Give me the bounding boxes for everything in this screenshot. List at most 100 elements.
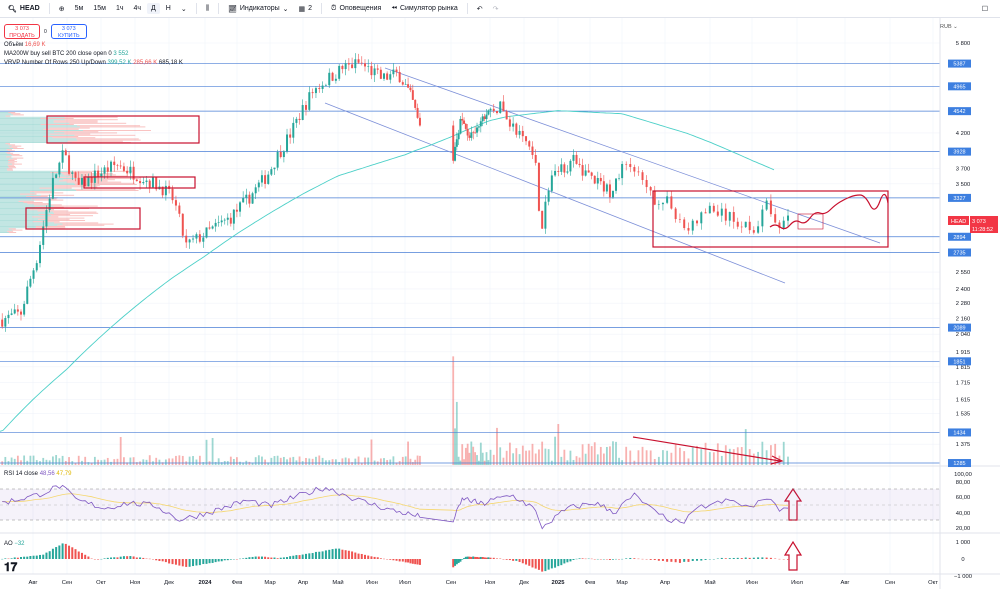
forecast-path[interactable] xyxy=(769,193,889,230)
volume-bar xyxy=(106,457,109,465)
profile-bar-down xyxy=(38,214,71,215)
undo-button[interactable]: ↶ xyxy=(473,3,487,15)
currency-selector[interactable]: RUB ⌄ xyxy=(940,24,958,30)
ao-bar xyxy=(161,559,164,562)
compare-button[interactable]: ⊕ xyxy=(55,3,69,15)
volume-bar xyxy=(700,449,703,465)
candle-body xyxy=(621,163,624,179)
ao-bar xyxy=(45,552,48,559)
legend-vrvp[interactable]: VRVP Number Of Rows 250 Up/Down 399,52 K… xyxy=(4,60,183,66)
volume-bar xyxy=(596,454,599,465)
vrvp-up: 399,52 K xyxy=(107,60,132,66)
ao-legend[interactable]: AO −32 xyxy=(4,541,25,547)
candle-body xyxy=(618,178,621,179)
volume-bar xyxy=(239,461,241,465)
ao-up-arrow[interactable] xyxy=(783,540,803,571)
profile-bar-up xyxy=(0,224,58,226)
rectangle-range[interactable] xyxy=(652,190,889,248)
ao-bar xyxy=(728,558,731,559)
interval-15m[interactable]: 15м xyxy=(93,5,106,12)
rectangle-vp-low[interactable] xyxy=(25,207,141,230)
ao-bar xyxy=(720,557,723,559)
time-axis-label: Июн xyxy=(746,580,758,586)
interval-5m[interactable]: 5м xyxy=(74,5,84,12)
profile-bar-down xyxy=(13,114,24,116)
volume-bar xyxy=(23,455,26,465)
chart-type-button[interactable]: ⫼ xyxy=(202,3,213,15)
profile-bar-up xyxy=(0,227,36,229)
channel-lower-line[interactable] xyxy=(324,102,786,284)
indicators-button[interactable]: 📈︎ Индикаторы ⌄ xyxy=(224,3,293,15)
candle-body xyxy=(495,111,498,114)
volume-trend-arrow[interactable] xyxy=(632,436,781,462)
volume-bar xyxy=(637,450,640,465)
candle-body xyxy=(629,164,632,168)
rectangle-vp-top[interactable] xyxy=(46,115,200,144)
vrvp-down: 285,66 K xyxy=(133,60,158,66)
profile-bar-down xyxy=(8,150,15,152)
ao-bar xyxy=(508,559,511,561)
profile-bar-down xyxy=(32,216,59,218)
ao-bar xyxy=(505,559,508,560)
ao-bar xyxy=(80,552,83,559)
interval-4h[interactable]: 4ч xyxy=(133,5,142,12)
buy-button[interactable]: 3 073 КУПИТЬ xyxy=(50,24,87,39)
profile-bar-down xyxy=(13,148,24,149)
interval-week[interactable]: Н xyxy=(165,5,171,12)
volume-bar xyxy=(455,401,458,465)
profile-bar-down xyxy=(7,152,14,154)
ao-bar xyxy=(23,556,26,559)
candle-body xyxy=(311,92,314,94)
profile-bar-up xyxy=(0,212,54,214)
interval-1h[interactable]: 1ч xyxy=(115,5,124,12)
ao-bar xyxy=(481,557,484,559)
layouts-button[interactable]: ▦ 2 xyxy=(295,3,317,15)
volume-bar xyxy=(770,445,772,465)
alerts-button[interactable]: ⏰︎ Оповещения xyxy=(327,3,385,15)
candle-body xyxy=(732,212,735,222)
candle-body xyxy=(691,220,694,231)
volume-bar xyxy=(251,462,254,465)
volume-bar xyxy=(248,461,251,465)
rectangle-drawings[interactable] xyxy=(25,115,889,571)
channel-upper-line[interactable] xyxy=(384,67,881,244)
profile-bar-up xyxy=(0,181,67,183)
ao-bar xyxy=(740,558,743,559)
fullscreen-button[interactable]: ☐ xyxy=(978,3,992,15)
ao-bar xyxy=(16,557,19,559)
profile-bar-down xyxy=(9,158,17,160)
symbol-search[interactable]: 🔍︎ HEAD xyxy=(4,3,44,15)
volume-bar xyxy=(126,462,129,465)
rectangle-vp-mid[interactable] xyxy=(83,176,196,189)
price-tick-label: 2 400 xyxy=(956,287,971,293)
candle-body xyxy=(481,116,484,122)
interval-dropdown[interactable]: ⌄ xyxy=(177,3,191,15)
profile-bar-up xyxy=(0,149,7,151)
rsi-name: RSI 14 close xyxy=(4,471,39,477)
chevron-down-icon: ⌄ xyxy=(282,5,289,13)
volume-bar xyxy=(305,457,307,465)
channel-drawing[interactable] xyxy=(324,67,881,284)
time-axis[interactable]: Авг Сен Окт Ноя Дек 2024 Фев Мар Апр Май Июн Июл Сен… xyxy=(28,579,938,586)
redo-button[interactable]: ↷ xyxy=(489,3,503,15)
price-axis[interactable]: 5 800 4 200 3 700 3 500 2 550 2 400 2 280 2 160… xyxy=(948,41,971,468)
profile-bar-up xyxy=(0,126,80,128)
legend-ma[interactable]: MA200W buy sell BTC 200 close open 0 3 5… xyxy=(4,51,183,57)
price-tick-label: 2 280 xyxy=(956,301,971,307)
sell-button[interactable]: 3 073 ПРОДАТЬ xyxy=(4,24,40,39)
replay-button[interactable]: ⏪︎ Симулятор рынка xyxy=(387,3,461,15)
candle-body xyxy=(459,118,462,134)
legend-volume[interactable]: Объём 16,69 K xyxy=(4,42,183,48)
ao-bar xyxy=(392,559,395,561)
interval-day[interactable]: Д xyxy=(147,3,160,14)
rsi-up-arrow[interactable] xyxy=(783,487,803,521)
candle-body xyxy=(188,239,191,243)
ao-bar xyxy=(531,559,534,568)
ao-bar xyxy=(700,559,703,561)
candle-body xyxy=(547,190,550,202)
ao-bar xyxy=(744,557,747,559)
alarm-clock-icon: ⏰︎ xyxy=(331,4,337,12)
rsi-legend[interactable]: RSI 14 close 48,56 47,79 xyxy=(4,471,71,477)
profile-bar-down xyxy=(64,119,118,121)
